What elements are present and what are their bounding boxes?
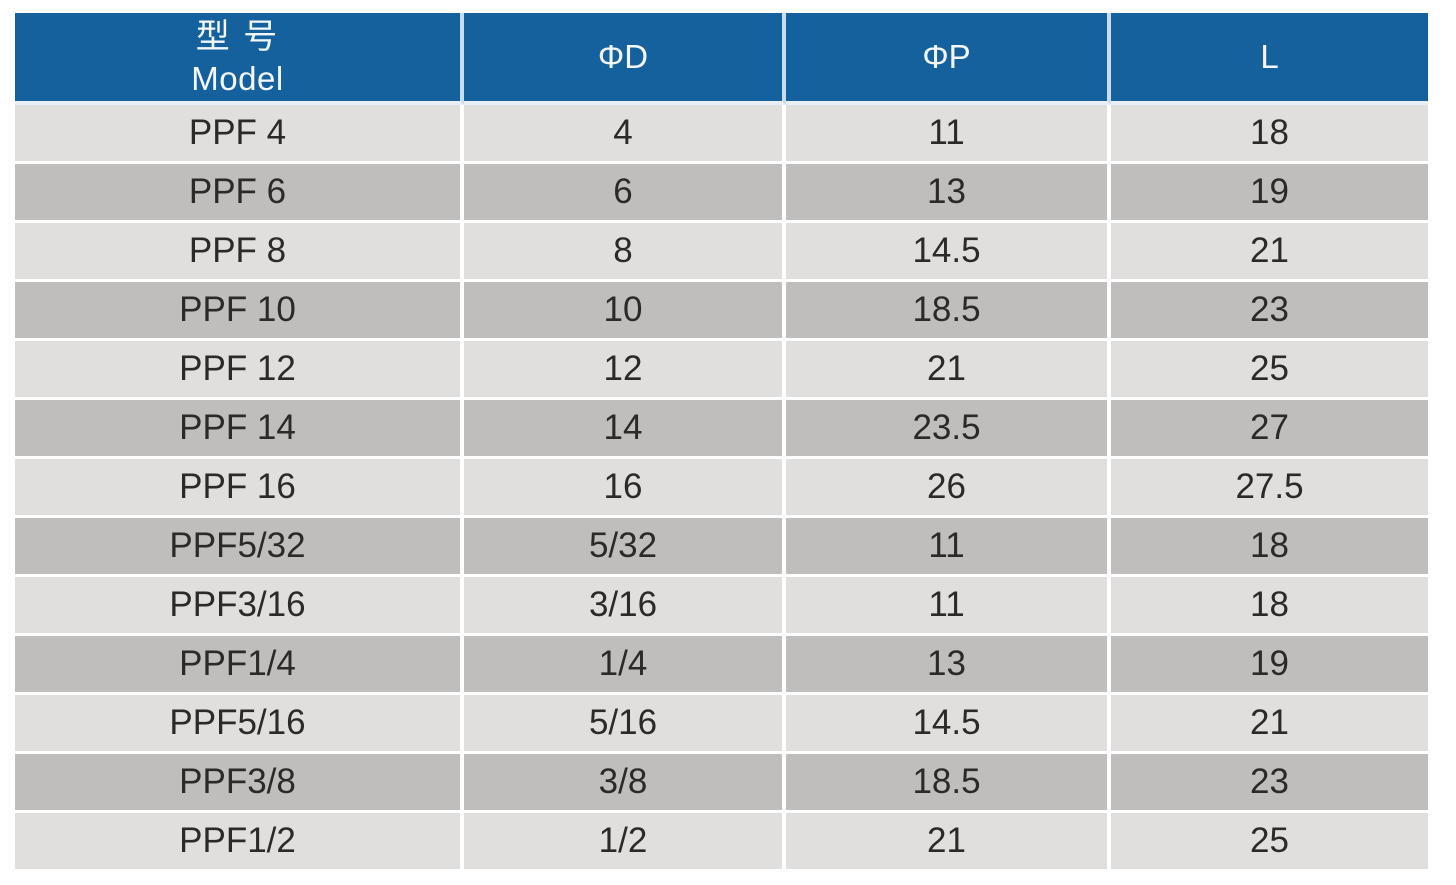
table-row: PPF 16 16 26 27.5 bbox=[15, 459, 1428, 518]
cell-diameter-d: 6 bbox=[464, 164, 786, 223]
cell-diameter-d: 8 bbox=[464, 223, 786, 282]
cell-diameter-d: 10 bbox=[464, 282, 786, 341]
column-header-model-zh: 型 号 bbox=[195, 18, 280, 56]
table-row: PPF5/16 5/16 14.5 21 bbox=[15, 695, 1428, 754]
cell-diameter-d: 14 bbox=[464, 400, 786, 459]
cell-length-l: 21 bbox=[1111, 223, 1428, 282]
cell-length-l: 23 bbox=[1111, 754, 1428, 813]
cell-length-l: 21 bbox=[1111, 695, 1428, 754]
cell-diameter-d: 3/16 bbox=[464, 577, 786, 636]
cell-diameter-p: 26 bbox=[786, 459, 1111, 518]
header-row: 型 号 Model ΦD ΦP L bbox=[15, 13, 1428, 105]
cell-length-l: 27 bbox=[1111, 400, 1428, 459]
table-row: PPF1/4 1/4 13 19 bbox=[15, 636, 1428, 695]
table-row: PPF 6 6 13 19 bbox=[15, 164, 1428, 223]
cell-model: PPF1/4 bbox=[15, 636, 464, 695]
column-header-length-l: L bbox=[1111, 13, 1428, 105]
cell-diameter-p: 21 bbox=[786, 813, 1111, 872]
table-row: PPF 8 8 14.5 21 bbox=[15, 223, 1428, 282]
cell-diameter-d: 5/16 bbox=[464, 695, 786, 754]
cell-model: PPF1/2 bbox=[15, 813, 464, 872]
cell-diameter-p: 23.5 bbox=[786, 400, 1111, 459]
cell-model: PPF 10 bbox=[15, 282, 464, 341]
column-header-model: 型 号 Model bbox=[15, 13, 464, 105]
column-header-diameter-d: ΦD bbox=[464, 13, 786, 105]
cell-diameter-p: 18.5 bbox=[786, 282, 1111, 341]
spec-table-body: PPF 4 4 11 18 PPF 6 6 13 19 PPF 8 8 14.5… bbox=[15, 105, 1428, 872]
cell-length-l: 19 bbox=[1111, 164, 1428, 223]
cell-model: PPF 8 bbox=[15, 223, 464, 282]
cell-diameter-d: 12 bbox=[464, 341, 786, 400]
cell-model: PPF3/16 bbox=[15, 577, 464, 636]
table-row: PPF5/32 5/32 11 18 bbox=[15, 518, 1428, 577]
cell-model: PPF 16 bbox=[15, 459, 464, 518]
table-row: PPF 10 10 18.5 23 bbox=[15, 282, 1428, 341]
table-row: PPF 4 4 11 18 bbox=[15, 105, 1428, 164]
cell-length-l: 19 bbox=[1111, 636, 1428, 695]
cell-model: PPF5/16 bbox=[15, 695, 464, 754]
cell-diameter-p: 13 bbox=[786, 636, 1111, 695]
cell-diameter-d: 16 bbox=[464, 459, 786, 518]
cell-length-l: 25 bbox=[1111, 341, 1428, 400]
cell-diameter-p: 13 bbox=[786, 164, 1111, 223]
cell-diameter-d: 3/8 bbox=[464, 754, 786, 813]
cell-model: PPF 14 bbox=[15, 400, 464, 459]
cell-model: PPF5/32 bbox=[15, 518, 464, 577]
cell-length-l: 27.5 bbox=[1111, 459, 1428, 518]
table-row: PPF 12 12 21 25 bbox=[15, 341, 1428, 400]
cell-length-l: 18 bbox=[1111, 518, 1428, 577]
cell-length-l: 18 bbox=[1111, 577, 1428, 636]
cell-diameter-d: 1/2 bbox=[464, 813, 786, 872]
cell-length-l: 23 bbox=[1111, 282, 1428, 341]
cell-model: PPF3/8 bbox=[15, 754, 464, 813]
column-header-diameter-p: ΦP bbox=[786, 13, 1111, 105]
table-row: PPF 14 14 23.5 27 bbox=[15, 400, 1428, 459]
cell-diameter-p: 14.5 bbox=[786, 695, 1111, 754]
cell-length-l: 18 bbox=[1111, 105, 1428, 164]
cell-diameter-p: 14.5 bbox=[786, 223, 1111, 282]
column-header-model-en: Model bbox=[191, 60, 284, 97]
cell-model: PPF 4 bbox=[15, 105, 464, 164]
cell-diameter-d: 1/4 bbox=[464, 636, 786, 695]
table-row: PPF3/8 3/8 18.5 23 bbox=[15, 754, 1428, 813]
cell-diameter-p: 11 bbox=[786, 518, 1111, 577]
cell-length-l: 25 bbox=[1111, 813, 1428, 872]
spec-table: 型 号 Model ΦD ΦP L PPF 4 4 11 18 PPF 6 6 … bbox=[15, 13, 1428, 872]
cell-diameter-p: 11 bbox=[786, 577, 1111, 636]
cell-model: PPF 12 bbox=[15, 341, 464, 400]
spec-table-header: 型 号 Model ΦD ΦP L bbox=[15, 13, 1428, 105]
table-row: PPF1/2 1/2 21 25 bbox=[15, 813, 1428, 872]
cell-diameter-p: 18.5 bbox=[786, 754, 1111, 813]
cell-diameter-p: 21 bbox=[786, 341, 1111, 400]
cell-diameter-d: 5/32 bbox=[464, 518, 786, 577]
table-row: PPF3/16 3/16 11 18 bbox=[15, 577, 1428, 636]
cell-diameter-d: 4 bbox=[464, 105, 786, 164]
cell-model: PPF 6 bbox=[15, 164, 464, 223]
cell-diameter-p: 11 bbox=[786, 105, 1111, 164]
